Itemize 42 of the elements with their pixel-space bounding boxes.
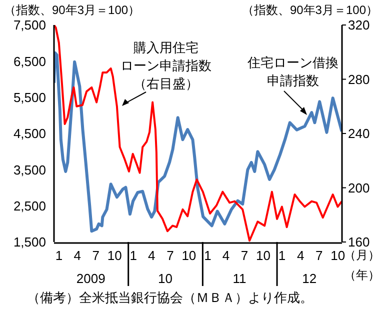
y-axis-title: （指数、90年3月＝100） bbox=[4, 3, 140, 17]
x-tick-label: 4 bbox=[74, 248, 81, 264]
x-tick-label: 1 bbox=[130, 248, 137, 264]
y-tick-label: 1,500 bbox=[13, 234, 46, 250]
y2-tick-label: 280 bbox=[348, 72, 370, 87]
x-tick-label: 10 bbox=[256, 248, 271, 264]
y-tick-label: 6,500 bbox=[13, 54, 46, 69]
annotation: （右目盛） bbox=[134, 76, 198, 91]
x2-tick-label: 10 bbox=[158, 271, 172, 286]
x-axis-title: （月） bbox=[344, 248, 380, 262]
x-tick-label: 1 bbox=[55, 248, 63, 264]
text: （備考）全米抵当銀行協会（ＭＢＡ）より作成。 bbox=[27, 290, 313, 305]
x-tick-label: 7 bbox=[315, 248, 323, 264]
y-tick-label: 3,500 bbox=[13, 162, 46, 178]
x-tick-label: 7 bbox=[92, 248, 100, 264]
y2-tick-label: 200 bbox=[348, 180, 370, 196]
x2-axis-title: （年） bbox=[344, 268, 380, 282]
y2-tick-label: 160 bbox=[348, 234, 370, 250]
y-tick-label: 4,500 bbox=[13, 126, 46, 142]
annotation: 購入用住宅 bbox=[134, 40, 198, 55]
y2-tick-label: 240 bbox=[348, 126, 370, 142]
annotation: 住宅ローン借換 bbox=[246, 55, 338, 70]
x-tick-label: 1 bbox=[278, 248, 286, 264]
y2-tick-label: 320 bbox=[348, 18, 370, 33]
x2-tick-label: 11 bbox=[232, 271, 246, 286]
x-tick-label: 10 bbox=[107, 248, 122, 264]
x-tick-label: 10 bbox=[330, 248, 346, 264]
x-tick-label: 4 bbox=[222, 248, 230, 264]
annotation: ローン申請指数 bbox=[120, 58, 212, 73]
annotation: 申請指数 bbox=[267, 73, 319, 88]
x-tick-label: 7 bbox=[240, 248, 248, 264]
x-tick-label: 10 bbox=[182, 248, 196, 264]
x2-tick-label: 2009 bbox=[76, 271, 106, 286]
x-tick-label: 1 bbox=[204, 248, 212, 264]
y2-axis-title: （指数、90年3月＝100） bbox=[242, 3, 378, 17]
y-tick-label: 7,500 bbox=[13, 18, 46, 33]
x-tick-label: 4 bbox=[148, 248, 156, 264]
x-tick-label: 7 bbox=[166, 248, 174, 264]
x2-tick-label: 12 bbox=[302, 271, 317, 286]
x-tick-label: 4 bbox=[296, 248, 304, 264]
y-tick-label: 2,500 bbox=[13, 198, 46, 214]
y-tick-label: 5,500 bbox=[13, 90, 46, 105]
